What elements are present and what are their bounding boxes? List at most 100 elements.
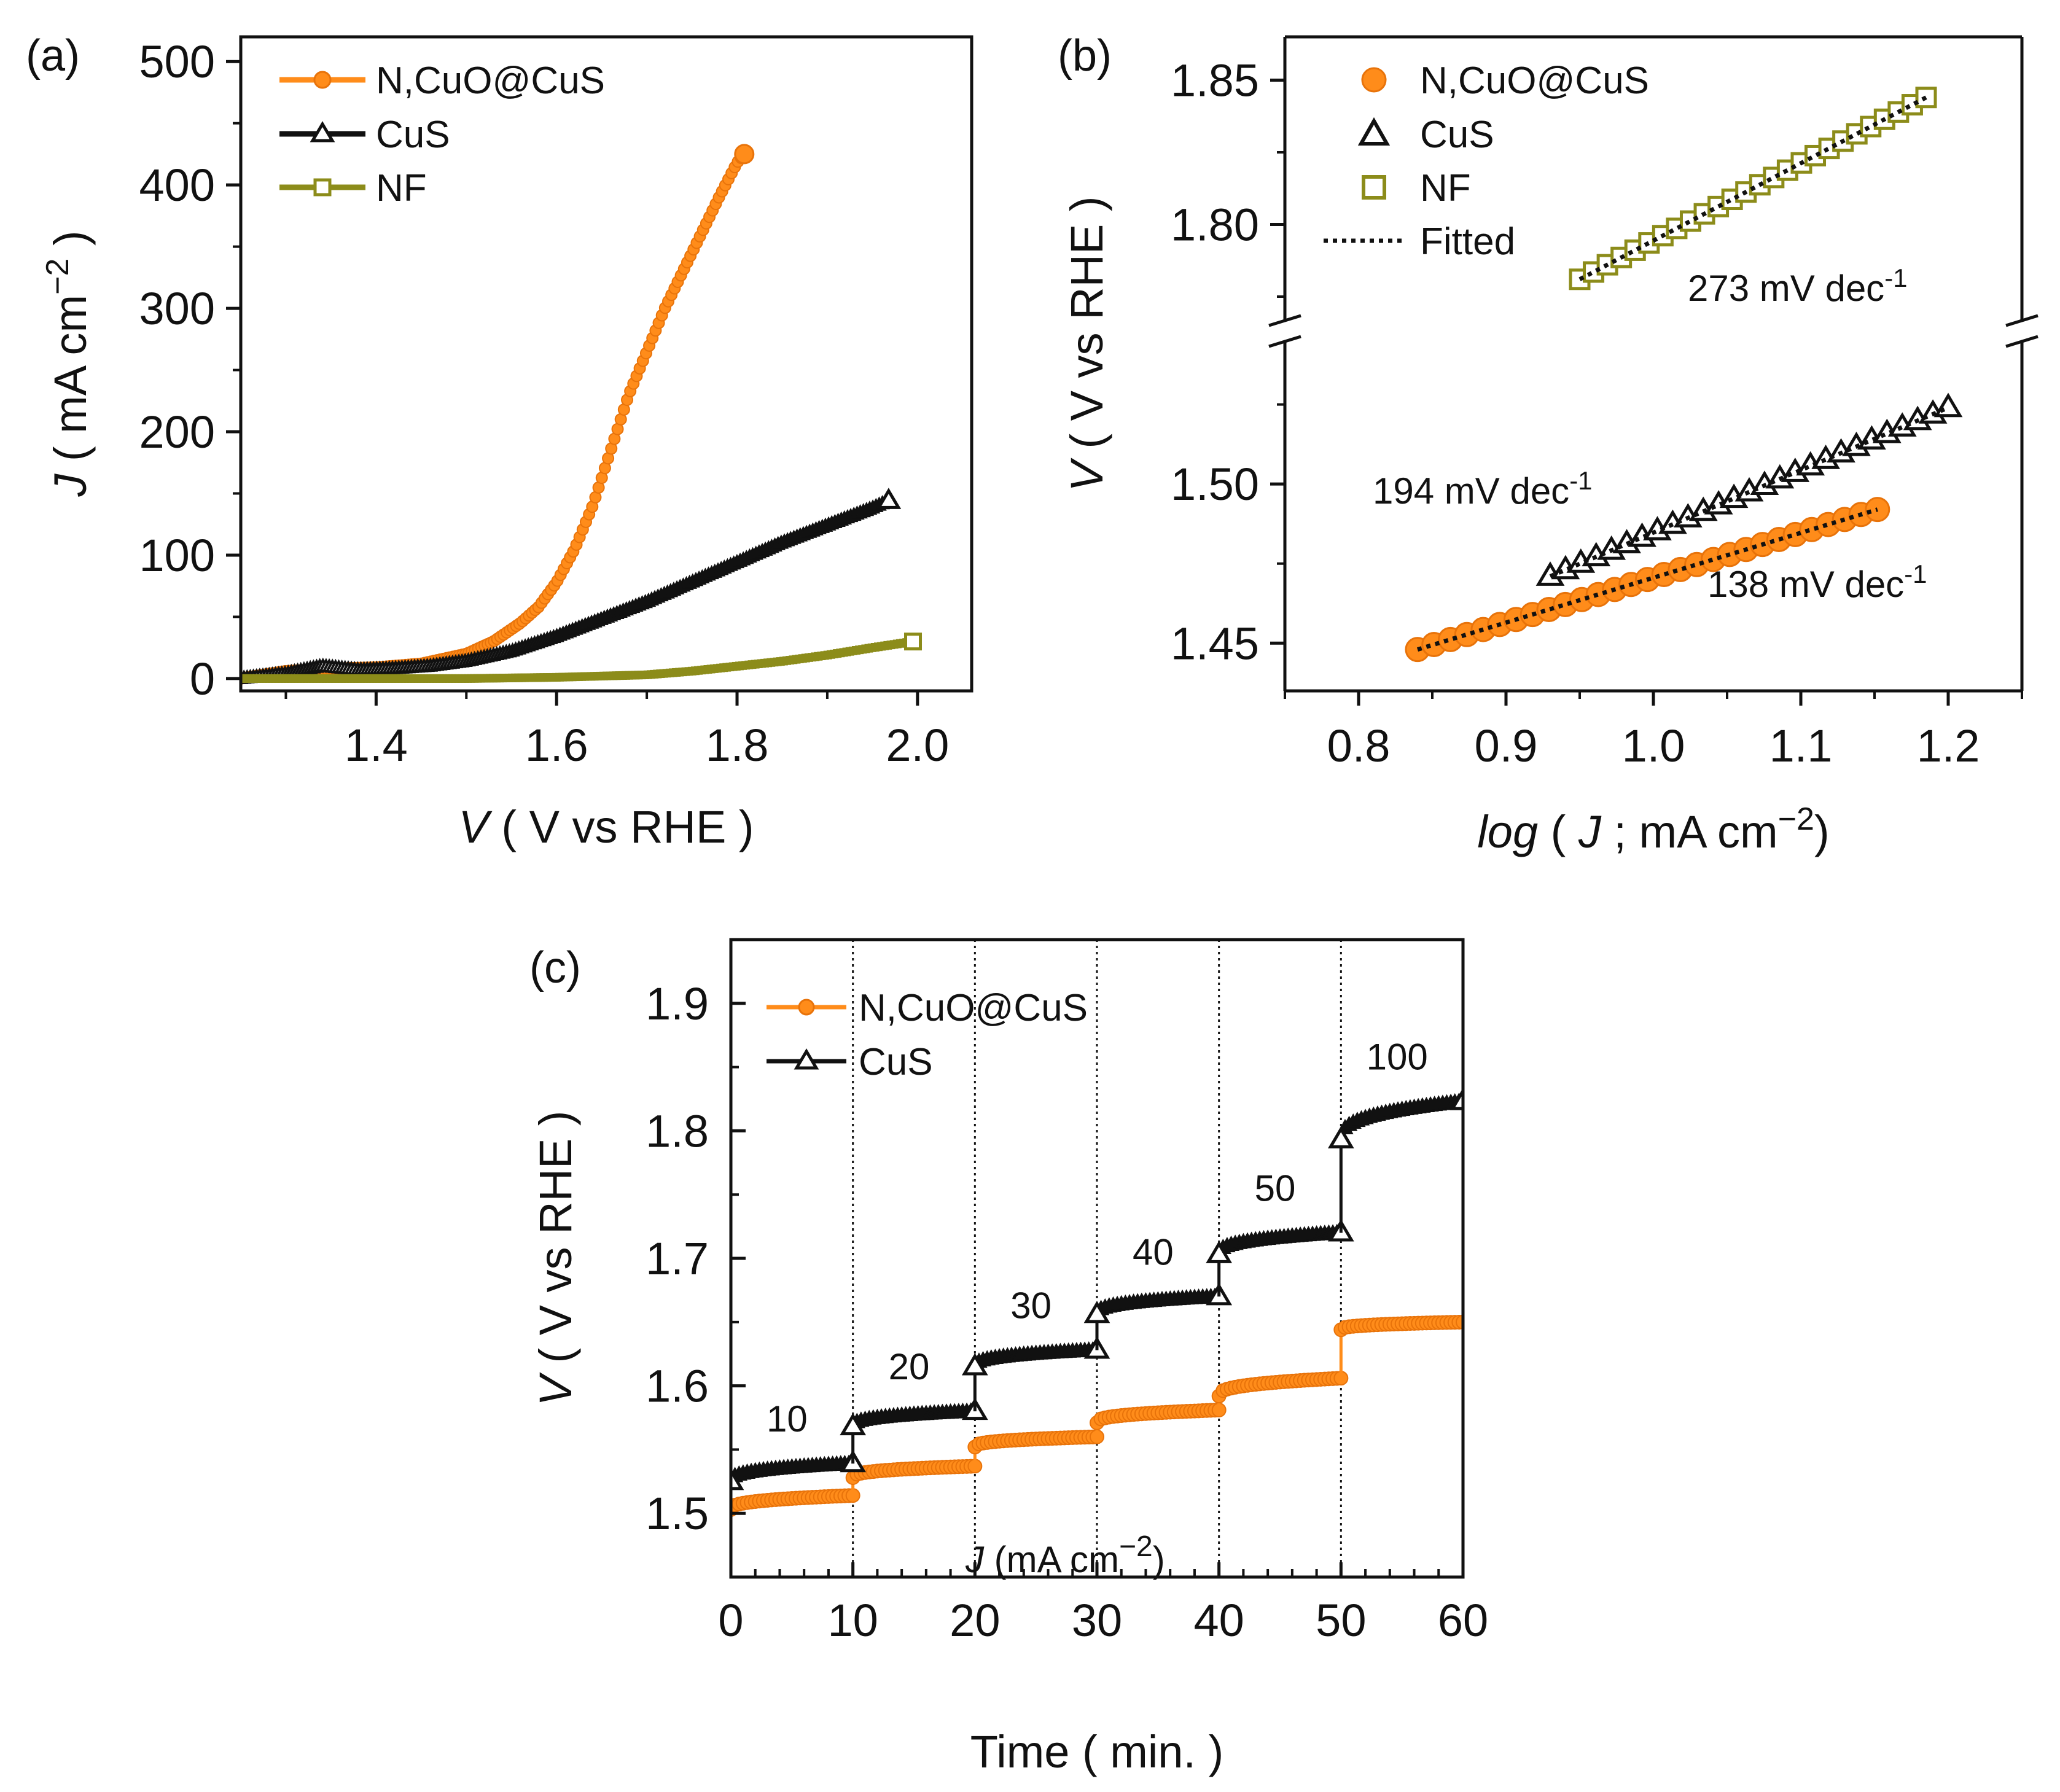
x-tick-label: 0.9 <box>1475 720 1538 771</box>
x-tick-label: 20 <box>950 1595 1000 1646</box>
panel-c: (c) 0 10 20 30 40 50 60 1.5 1.6 1.7 1.8 1.9 10 20 30… <box>529 938 1488 1777</box>
series-end-marker <box>876 488 902 509</box>
legend-marker-cus-b <box>1357 117 1391 146</box>
panel-b-series <box>1405 87 1963 663</box>
legend-marker-nf-b <box>1362 175 1386 200</box>
legend-marker-cus-c <box>794 1048 819 1070</box>
y-tick-label: 400 <box>139 160 215 211</box>
panel-c-segment-dividers <box>852 940 1342 1577</box>
legend-marker-cus <box>310 121 335 142</box>
y-tick-label: 1.8 <box>646 1105 709 1156</box>
panel-b-label: (b) <box>1058 31 1112 80</box>
y-tick-label: 500 <box>139 36 215 87</box>
x-tick-label: 0 <box>718 1595 743 1646</box>
segment-start-marker <box>1327 1126 1354 1148</box>
legend-marker-ncuo <box>313 71 332 89</box>
y-tick-label: 1.5 <box>646 1488 709 1539</box>
panel-b-x-axis-title: log ( J ; mA cm−2) <box>1477 801 1829 857</box>
x-tick-label: 50 <box>1316 1595 1366 1646</box>
panel-b-frame <box>1283 35 2024 693</box>
x-tick-label: 1.8 <box>706 720 769 771</box>
series-1-points <box>731 1088 1463 1490</box>
panel-a-legend: N,CuO@CuS CuS NF <box>279 60 605 209</box>
panel-a-x-ticks: 1.4 1.6 1.8 2.0 <box>284 691 949 771</box>
series-2-points <box>1569 87 1937 290</box>
panel-a: (a) 1.4 1.6 1.8 2.0 0 100 200 300 400 500 V ( V … <box>26 31 973 852</box>
y-tick-label: 300 <box>139 283 215 334</box>
legend-label-cus-c: CuS <box>859 1041 933 1083</box>
panel-c-y-ticks: 1.5 1.6 1.7 1.8 1.9 <box>646 978 746 1539</box>
x-tick-label: 30 <box>1072 1595 1122 1646</box>
data-point <box>1666 217 1688 240</box>
y-tick-label: 1.50 <box>1171 459 1259 510</box>
segment-end-marker <box>1449 1088 1463 1110</box>
y-tick-label: 0 <box>190 653 215 704</box>
fitted-line <box>1578 95 1927 281</box>
series-end-marker <box>904 633 923 651</box>
legend-label-ncuo-c: N,CuO@CuS <box>859 987 1088 1029</box>
segment-start-marker <box>1206 1241 1233 1263</box>
panel-c-series <box>731 1088 1463 1558</box>
x-tick-label: 1.6 <box>525 720 588 771</box>
data-point <box>1915 87 1937 109</box>
legend-label-cus-b: CuS <box>1420 114 1494 156</box>
slope-annotation-nf: 273 mV dec-1 <box>1688 263 1908 310</box>
panel-c-x-ticks: 0 10 20 30 40 50 60 <box>718 1562 1488 1646</box>
series-end-marker <box>734 144 755 165</box>
panel-c-y-axis-title: V ( V vs RHE ) <box>530 1110 581 1406</box>
x-tick-label: 1.4 <box>345 720 408 771</box>
x-tick-label: 1.2 <box>1917 720 1980 771</box>
legend-marker-ncuo-b <box>1361 67 1387 93</box>
slope-annotation-ncuo: 138 mV dec-1 <box>1707 559 1927 606</box>
y-tick-label: 1.6 <box>646 1361 709 1412</box>
series-0-points <box>1405 497 1890 663</box>
slope-annotation-cus: 194 mV dec-1 <box>1373 466 1593 512</box>
panel-b-y-ticks: 1.45 1.50 1.80 1.85 <box>1171 55 1285 669</box>
x-tick-label: 2.0 <box>886 720 949 771</box>
panel-a-series <box>241 147 918 685</box>
panel-a-y-ticks: 0 100 200 300 400 500 <box>139 36 241 704</box>
current-step-label: 10 <box>767 1398 808 1439</box>
y-tick-label: 100 <box>139 530 215 581</box>
panel-a-label: (a) <box>26 31 80 80</box>
current-step-label: 100 <box>1367 1037 1428 1078</box>
current-step-label: 30 <box>1010 1285 1051 1326</box>
y-tick-label: 1.80 <box>1171 200 1259 251</box>
series-0-points <box>241 147 751 685</box>
panel-a-x-axis-title: V ( V vs RHE ) <box>458 801 754 852</box>
legend-label-fitted: Fitted <box>1420 220 1515 263</box>
legend-marker-ncuo-c <box>798 999 815 1016</box>
panel-c-current-step-labels: 10 20 30 40 50 100 <box>767 1037 1428 1440</box>
series-2-points <box>241 637 918 683</box>
data-point <box>1456 1314 1463 1330</box>
axis-break-marks <box>1268 314 2039 348</box>
x-tick-label: 0.8 <box>1327 720 1391 771</box>
panel-b-legend: N,CuO@CuS CuS NF Fitted <box>1324 60 1649 263</box>
x-tick-label: 1.0 <box>1622 720 1685 771</box>
panel-b-x-ticks: 0.8 0.9 1.0 1.1 1.2 <box>1284 691 2023 771</box>
x-tick-label: 40 <box>1194 1595 1244 1646</box>
legend-label-nf-b: NF <box>1420 167 1471 209</box>
panel-b: (b) 0.8 0.9 1.0 1.1 1.2 1.45 1.50 1.80 1.85 log… <box>1058 31 2039 857</box>
segment-start-marker <box>731 1468 744 1490</box>
legend-label-nf: NF <box>376 167 427 209</box>
panel-c-legend: N,CuO@CuS CuS <box>767 987 1088 1083</box>
fitted-line <box>1549 405 1949 579</box>
panel-a-frame <box>239 35 973 693</box>
legend-label-cus: CuS <box>376 114 450 156</box>
legend-label-ncuo: N,CuO@CuS <box>376 60 605 102</box>
legend-marker-nf <box>313 178 332 197</box>
x-tick-label: 1.1 <box>1769 720 1833 771</box>
current-step-label: 20 <box>889 1346 930 1387</box>
y-tick-label: 1.9 <box>646 978 709 1029</box>
current-step-label: 40 <box>1133 1231 1174 1272</box>
panel-c-current-unit: J (mA cm−2) <box>965 1530 1165 1581</box>
y-tick-label: 200 <box>139 407 215 458</box>
fitted-line <box>1416 507 1878 652</box>
segment-start-marker <box>1083 1301 1110 1323</box>
x-tick-label: 60 <box>1438 1595 1488 1646</box>
y-tick-label: 1.7 <box>646 1233 709 1284</box>
data-point <box>1933 392 1963 418</box>
panel-a-y-axis-title: J ( mA cm−2 ) <box>40 230 96 497</box>
